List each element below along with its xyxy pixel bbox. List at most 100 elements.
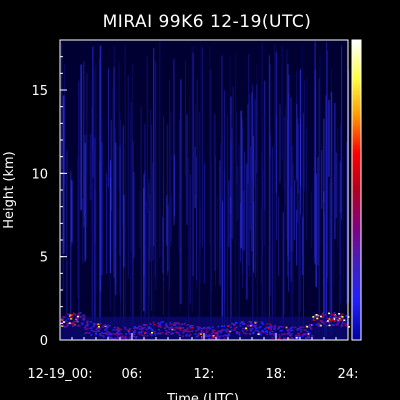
- colorbar-segment: [352, 210, 361, 214]
- noise-streak: [91, 183, 93, 331]
- noise-streak: [118, 62, 120, 190]
- echo-pixel: [230, 329, 233, 331]
- echo-pixel: [310, 327, 313, 329]
- echo-pixel: [165, 326, 168, 329]
- echo-pixel: [242, 323, 244, 325]
- noise-streak: [290, 97, 292, 252]
- colorbar-segment: [352, 57, 361, 61]
- echo-pixel: [160, 331, 163, 334]
- noise-streak: [236, 111, 238, 184]
- echo-pixel: [75, 318, 78, 321]
- noise-streak: [151, 124, 153, 311]
- noise-streak: [101, 142, 103, 276]
- noise-streak: [162, 217, 164, 274]
- echo-pixel: [335, 318, 338, 321]
- echo-pixel: [128, 331, 131, 334]
- echo-pixel: [262, 323, 265, 325]
- echo-pixel: [202, 334, 205, 337]
- echo-pixel: [249, 322, 252, 325]
- colorbar-segment: [352, 290, 361, 294]
- colorbar-segment: [352, 50, 361, 54]
- echo-pixel: [340, 325, 343, 327]
- noise-streak: [189, 92, 190, 283]
- noise-streak: [294, 179, 296, 241]
- colorbar-segment: [352, 45, 361, 49]
- echo-pixel: [177, 332, 180, 334]
- echo-pixel: [132, 327, 135, 329]
- echo-pixel: [267, 326, 270, 328]
- noise-streak: [296, 104, 298, 180]
- echo-pixel: [118, 333, 121, 335]
- echo-pixel: [108, 324, 111, 327]
- echo-pixel: [101, 334, 104, 337]
- colorbar-segment: [352, 90, 361, 94]
- echo-pixel: [104, 324, 107, 326]
- noise-streak: [198, 111, 201, 334]
- echo-pixel: [279, 325, 282, 328]
- noise-streak: [94, 190, 96, 244]
- echo-pixel: [278, 334, 281, 336]
- colorbar-segment: [352, 47, 361, 51]
- echo-pixel: [297, 337, 300, 339]
- echo-pixel: [86, 327, 89, 330]
- echo-pixel: [288, 332, 291, 335]
- noise-streak: [254, 98, 256, 188]
- echo-pixel: [328, 312, 330, 315]
- noise-streak: [130, 114, 132, 332]
- echo-pixel: [216, 337, 218, 340]
- echo-pixel: [328, 318, 331, 320]
- echo-pixel: [200, 333, 202, 335]
- echo-pixel: [333, 320, 336, 322]
- y-tick-label: 10: [31, 167, 48, 182]
- noise-streak: [242, 191, 244, 252]
- echo-pixel: [90, 329, 93, 332]
- colorbar-segment: [352, 277, 361, 281]
- noise-streak: [127, 75, 130, 279]
- echo-pixel: [337, 316, 340, 319]
- echo-pixel: [83, 318, 86, 320]
- colorbar-segment: [352, 132, 361, 136]
- noise-streak: [334, 102, 336, 240]
- noise-streak: [314, 41, 316, 263]
- echo-pixel: [254, 322, 257, 324]
- noise-streak: [166, 195, 168, 246]
- echo-pixel: [101, 326, 104, 329]
- echo-pixel: [254, 326, 257, 328]
- colorbar-segment: [352, 265, 361, 269]
- echo-pixel: [169, 326, 172, 329]
- echo-pixel: [93, 324, 96, 327]
- echo-pixel: [259, 325, 262, 328]
- echo-pixel: [254, 324, 257, 327]
- echo-pixel: [201, 335, 204, 338]
- echo-pixel: [79, 312, 82, 314]
- echo-pixel: [250, 321, 253, 323]
- noise-streak: [110, 119, 113, 211]
- echo-pixel: [71, 314, 74, 316]
- noise-streak: [282, 212, 284, 326]
- noise-streak: [300, 118, 301, 215]
- echo-pixel: [165, 324, 168, 327]
- echo-pixel: [177, 322, 180, 324]
- echo-pixel: [203, 326, 206, 329]
- noise-streak: [328, 99, 330, 177]
- echo-pixel: [238, 332, 241, 334]
- noise-streak: [290, 187, 292, 282]
- echo-pixel: [329, 319, 332, 322]
- noise-streak: [281, 45, 283, 161]
- noise-streak: [185, 60, 186, 176]
- echo-pixel: [262, 331, 265, 333]
- noise-streak: [278, 196, 280, 276]
- echo-pixel: [333, 312, 336, 314]
- echo-pixel: [186, 327, 189, 330]
- echo-pixel: [305, 337, 307, 339]
- noise-streak: [159, 41, 161, 259]
- noise-streak: [143, 174, 145, 276]
- noise-streak: [268, 55, 270, 337]
- colorbar-segment: [352, 302, 361, 306]
- echo-pixel: [300, 330, 303, 333]
- noise-streak: [72, 182, 73, 246]
- echo-pixel: [257, 333, 260, 335]
- colorbar-segment: [352, 285, 361, 289]
- echo-pixel: [181, 335, 184, 338]
- echo-pixel: [132, 331, 135, 333]
